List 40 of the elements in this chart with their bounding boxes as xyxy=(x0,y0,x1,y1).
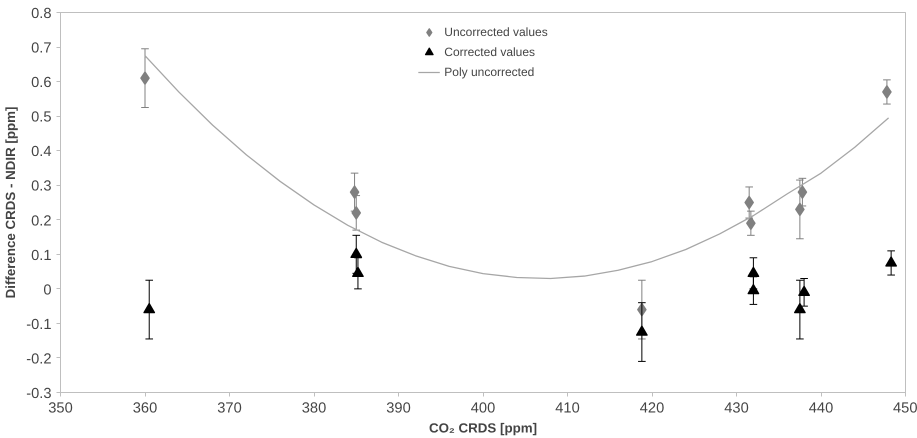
y-axis-title: Difference CRDS - NDIR [ppm] xyxy=(3,106,18,298)
point xyxy=(747,284,760,294)
y-tick-label: -0.2 xyxy=(26,351,52,368)
x-tick-label: 400 xyxy=(470,400,496,416)
y-tick-label: -0.1 xyxy=(26,316,52,333)
x-tick-label: 360 xyxy=(132,400,158,416)
x-tick-label: 420 xyxy=(640,400,664,416)
y-tick-label: 0.8 xyxy=(31,6,52,22)
x-axis-title: CO₂ CRDS [ppm] xyxy=(428,420,538,436)
y-tick-label: 0.3 xyxy=(31,178,52,195)
point xyxy=(744,196,754,210)
y-tick-label: 0.2 xyxy=(31,213,52,230)
point xyxy=(350,247,362,258)
x-tick-label: 390 xyxy=(386,400,411,416)
point xyxy=(885,256,898,267)
point xyxy=(351,206,362,220)
x-tick-label: 410 xyxy=(555,400,580,416)
legend-label: Uncorrected values xyxy=(444,25,548,39)
point xyxy=(794,302,806,314)
y-tick-label: -0.3 xyxy=(26,386,52,402)
x-tick-label: 380 xyxy=(302,400,326,416)
y-tick-label: 0 xyxy=(43,282,52,298)
y-tick-label: 0.5 xyxy=(31,110,52,126)
x-tick-label: 350 xyxy=(48,400,73,416)
y-tick-label: 0.6 xyxy=(31,75,52,92)
point xyxy=(747,266,760,277)
y-tick-label: 0.4 xyxy=(31,144,52,160)
x-tick-label: 370 xyxy=(217,400,242,416)
line-series xyxy=(144,55,890,280)
x-tick-label: 450 xyxy=(893,400,917,416)
x-tick-label: 430 xyxy=(724,400,749,416)
legend-label: Poly uncorrected xyxy=(444,65,534,79)
point xyxy=(636,325,648,336)
point xyxy=(352,266,364,277)
y-tick-label: 0.1 xyxy=(31,248,52,264)
legend-label: Corrected values xyxy=(444,45,536,59)
y-tick-label: 0.7 xyxy=(31,40,52,57)
x-tick-label: 440 xyxy=(808,400,834,416)
point xyxy=(143,302,156,314)
point xyxy=(798,285,810,296)
